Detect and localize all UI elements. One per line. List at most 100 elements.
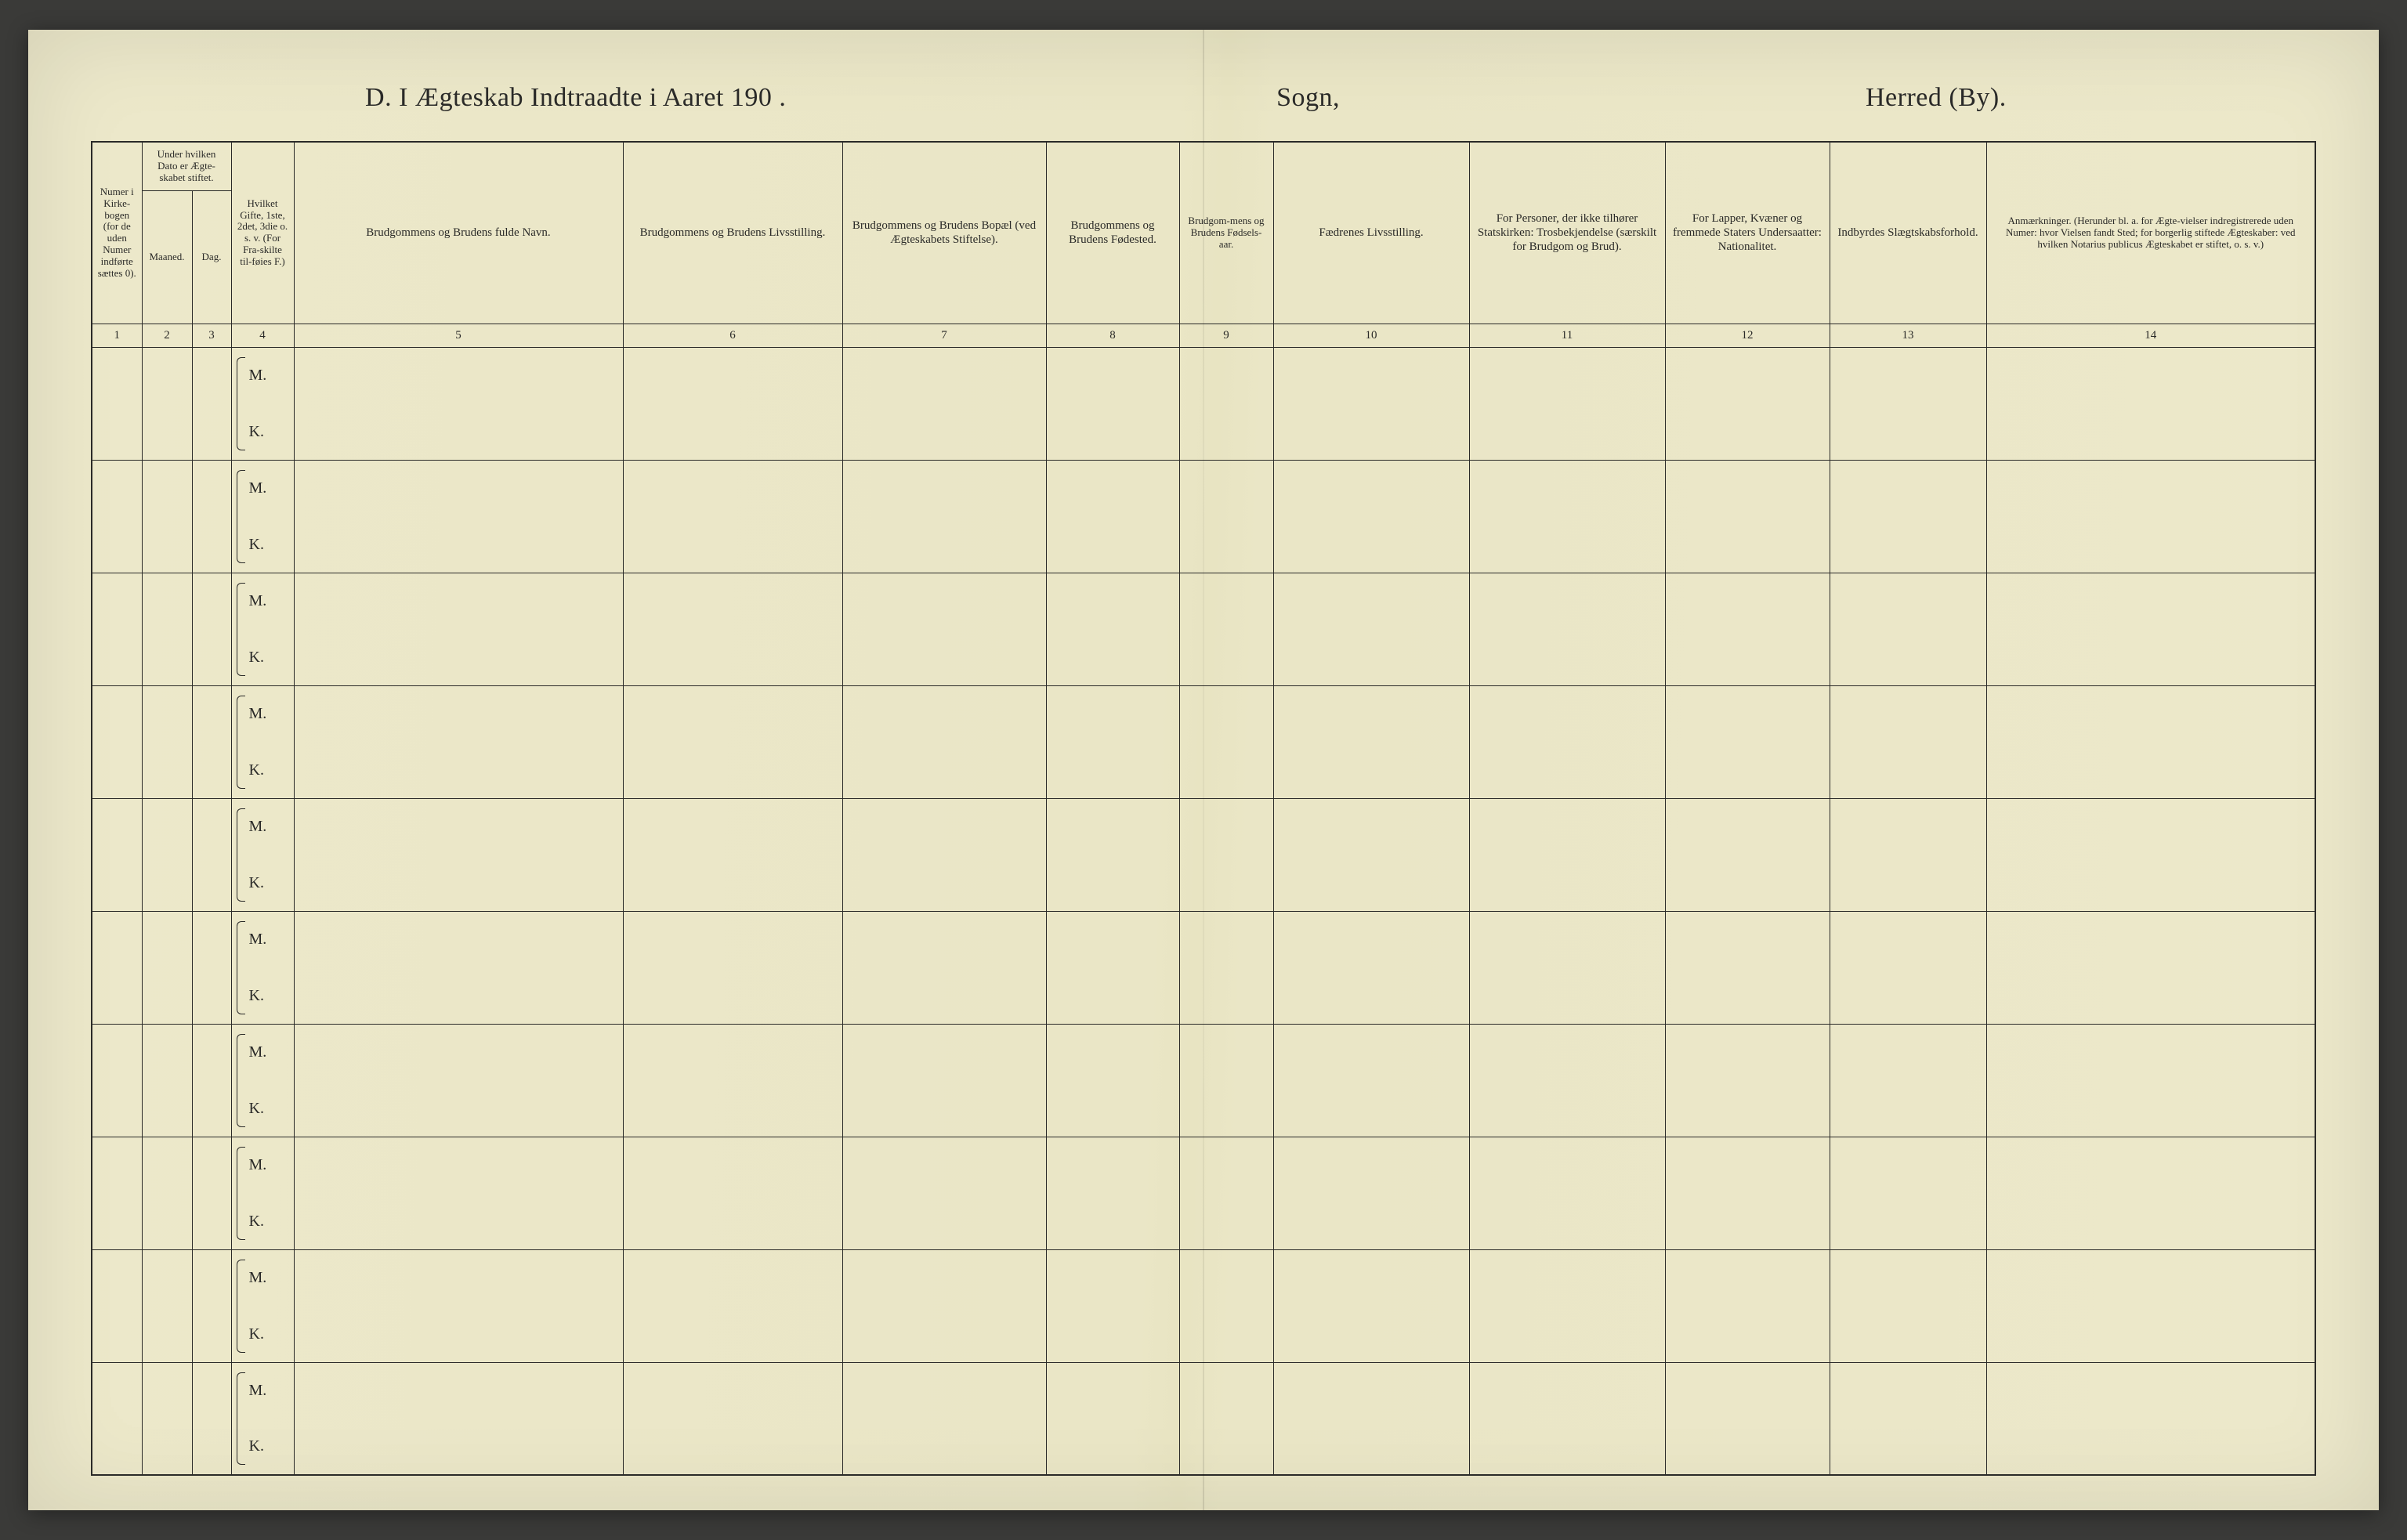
- cell: [1986, 629, 2315, 685]
- cell: [1273, 629, 1469, 685]
- mk-label-k: K.: [231, 516, 294, 573]
- cell: [1046, 1024, 1179, 1080]
- cell: [1830, 1193, 1986, 1249]
- cell: [623, 1362, 842, 1419]
- mk-label-k: K.: [231, 1080, 294, 1137]
- cell: [1469, 1137, 1665, 1193]
- cell: [623, 967, 842, 1024]
- cell: [1179, 911, 1273, 967]
- cell: [1469, 460, 1665, 516]
- cell: [1179, 798, 1273, 855]
- cell: [92, 911, 142, 1024]
- cell: [623, 1080, 842, 1137]
- cell: [1830, 1137, 1986, 1193]
- col-header-1: Numer i Kirke-bogen (for de uden Numer i…: [92, 142, 142, 324]
- table-row: K.: [92, 967, 2315, 1024]
- cell: [623, 1137, 842, 1193]
- cell: [1179, 855, 1273, 911]
- cell: [1046, 1137, 1179, 1193]
- col-num-10: 10: [1273, 324, 1469, 347]
- cell: [1046, 1193, 1179, 1249]
- cell: [842, 1080, 1046, 1137]
- cell: [294, 1249, 623, 1306]
- cell: [1046, 573, 1179, 629]
- cell: [1046, 911, 1179, 967]
- table-header: Numer i Kirke-bogen (for de uden Numer i…: [92, 142, 2315, 347]
- cell: [294, 1080, 623, 1137]
- cell: [1273, 798, 1469, 855]
- cell: [192, 1362, 231, 1475]
- table-row: M.: [92, 685, 2315, 742]
- cell: [192, 911, 231, 1024]
- cell: [1179, 1024, 1273, 1080]
- cell: [142, 1249, 192, 1362]
- col-num-13: 13: [1830, 324, 1986, 347]
- cell: [623, 1024, 842, 1080]
- cell: [1046, 460, 1179, 516]
- cell: [1469, 1249, 1665, 1306]
- cell: [842, 516, 1046, 573]
- cell: [1665, 460, 1830, 516]
- col-num-4: 4: [231, 324, 294, 347]
- cell: [142, 1362, 192, 1475]
- cell: [192, 798, 231, 911]
- cell: [294, 855, 623, 911]
- cell: [842, 1419, 1046, 1475]
- mk-label-m: M.: [231, 911, 294, 967]
- cell: [1986, 516, 2315, 573]
- col-num-7: 7: [842, 324, 1046, 347]
- cell: [192, 1249, 231, 1362]
- cell: [1830, 516, 1986, 573]
- cell: [92, 460, 142, 573]
- cell: [294, 347, 623, 403]
- cell: [623, 403, 842, 460]
- cell: [1273, 855, 1469, 911]
- cell: [1830, 742, 1986, 798]
- cell: [1665, 685, 1830, 742]
- cell: [1469, 516, 1665, 573]
- cell: [142, 347, 192, 460]
- cell: [1469, 911, 1665, 967]
- cell: [92, 1137, 142, 1249]
- cell: [1273, 742, 1469, 798]
- cell: [1179, 685, 1273, 742]
- cell: [1046, 855, 1179, 911]
- cell: [1830, 1362, 1986, 1419]
- cell: [1179, 629, 1273, 685]
- cell: [623, 798, 842, 855]
- mk-label-k: K.: [231, 742, 294, 798]
- cell: [1046, 347, 1179, 403]
- mk-label-m: M.: [231, 1137, 294, 1193]
- cell: [1830, 1419, 1986, 1475]
- cell: [1046, 629, 1179, 685]
- cell: [623, 460, 842, 516]
- cell: [1665, 742, 1830, 798]
- cell: [1830, 1249, 1986, 1306]
- cell: [1179, 1362, 1273, 1419]
- cell: [1830, 403, 1986, 460]
- table-row: M.: [92, 1137, 2315, 1193]
- cell: [1179, 1419, 1273, 1475]
- cell: [294, 573, 623, 629]
- cell: [1986, 1419, 2315, 1475]
- cell: [1273, 1306, 1469, 1362]
- cell: [1665, 1024, 1830, 1080]
- cell: [623, 347, 842, 403]
- cell: [1469, 573, 1665, 629]
- table-row: M.: [92, 573, 2315, 629]
- col-header-14: Anmærkninger. (Herunder bl. a. for Ægte-…: [1986, 142, 2315, 324]
- cell: [1986, 911, 2315, 967]
- cell: [1830, 798, 1986, 855]
- cell: [1179, 516, 1273, 573]
- cell: [1273, 911, 1469, 967]
- mk-label-m: M.: [231, 347, 294, 403]
- cell: [1046, 1080, 1179, 1137]
- cell: [1179, 1193, 1273, 1249]
- cell: [842, 403, 1046, 460]
- cell: [294, 516, 623, 573]
- cell: [1273, 460, 1469, 516]
- col-num-5: 5: [294, 324, 623, 347]
- cell: [1179, 460, 1273, 516]
- cell: [1469, 742, 1665, 798]
- cell: [1986, 1024, 2315, 1080]
